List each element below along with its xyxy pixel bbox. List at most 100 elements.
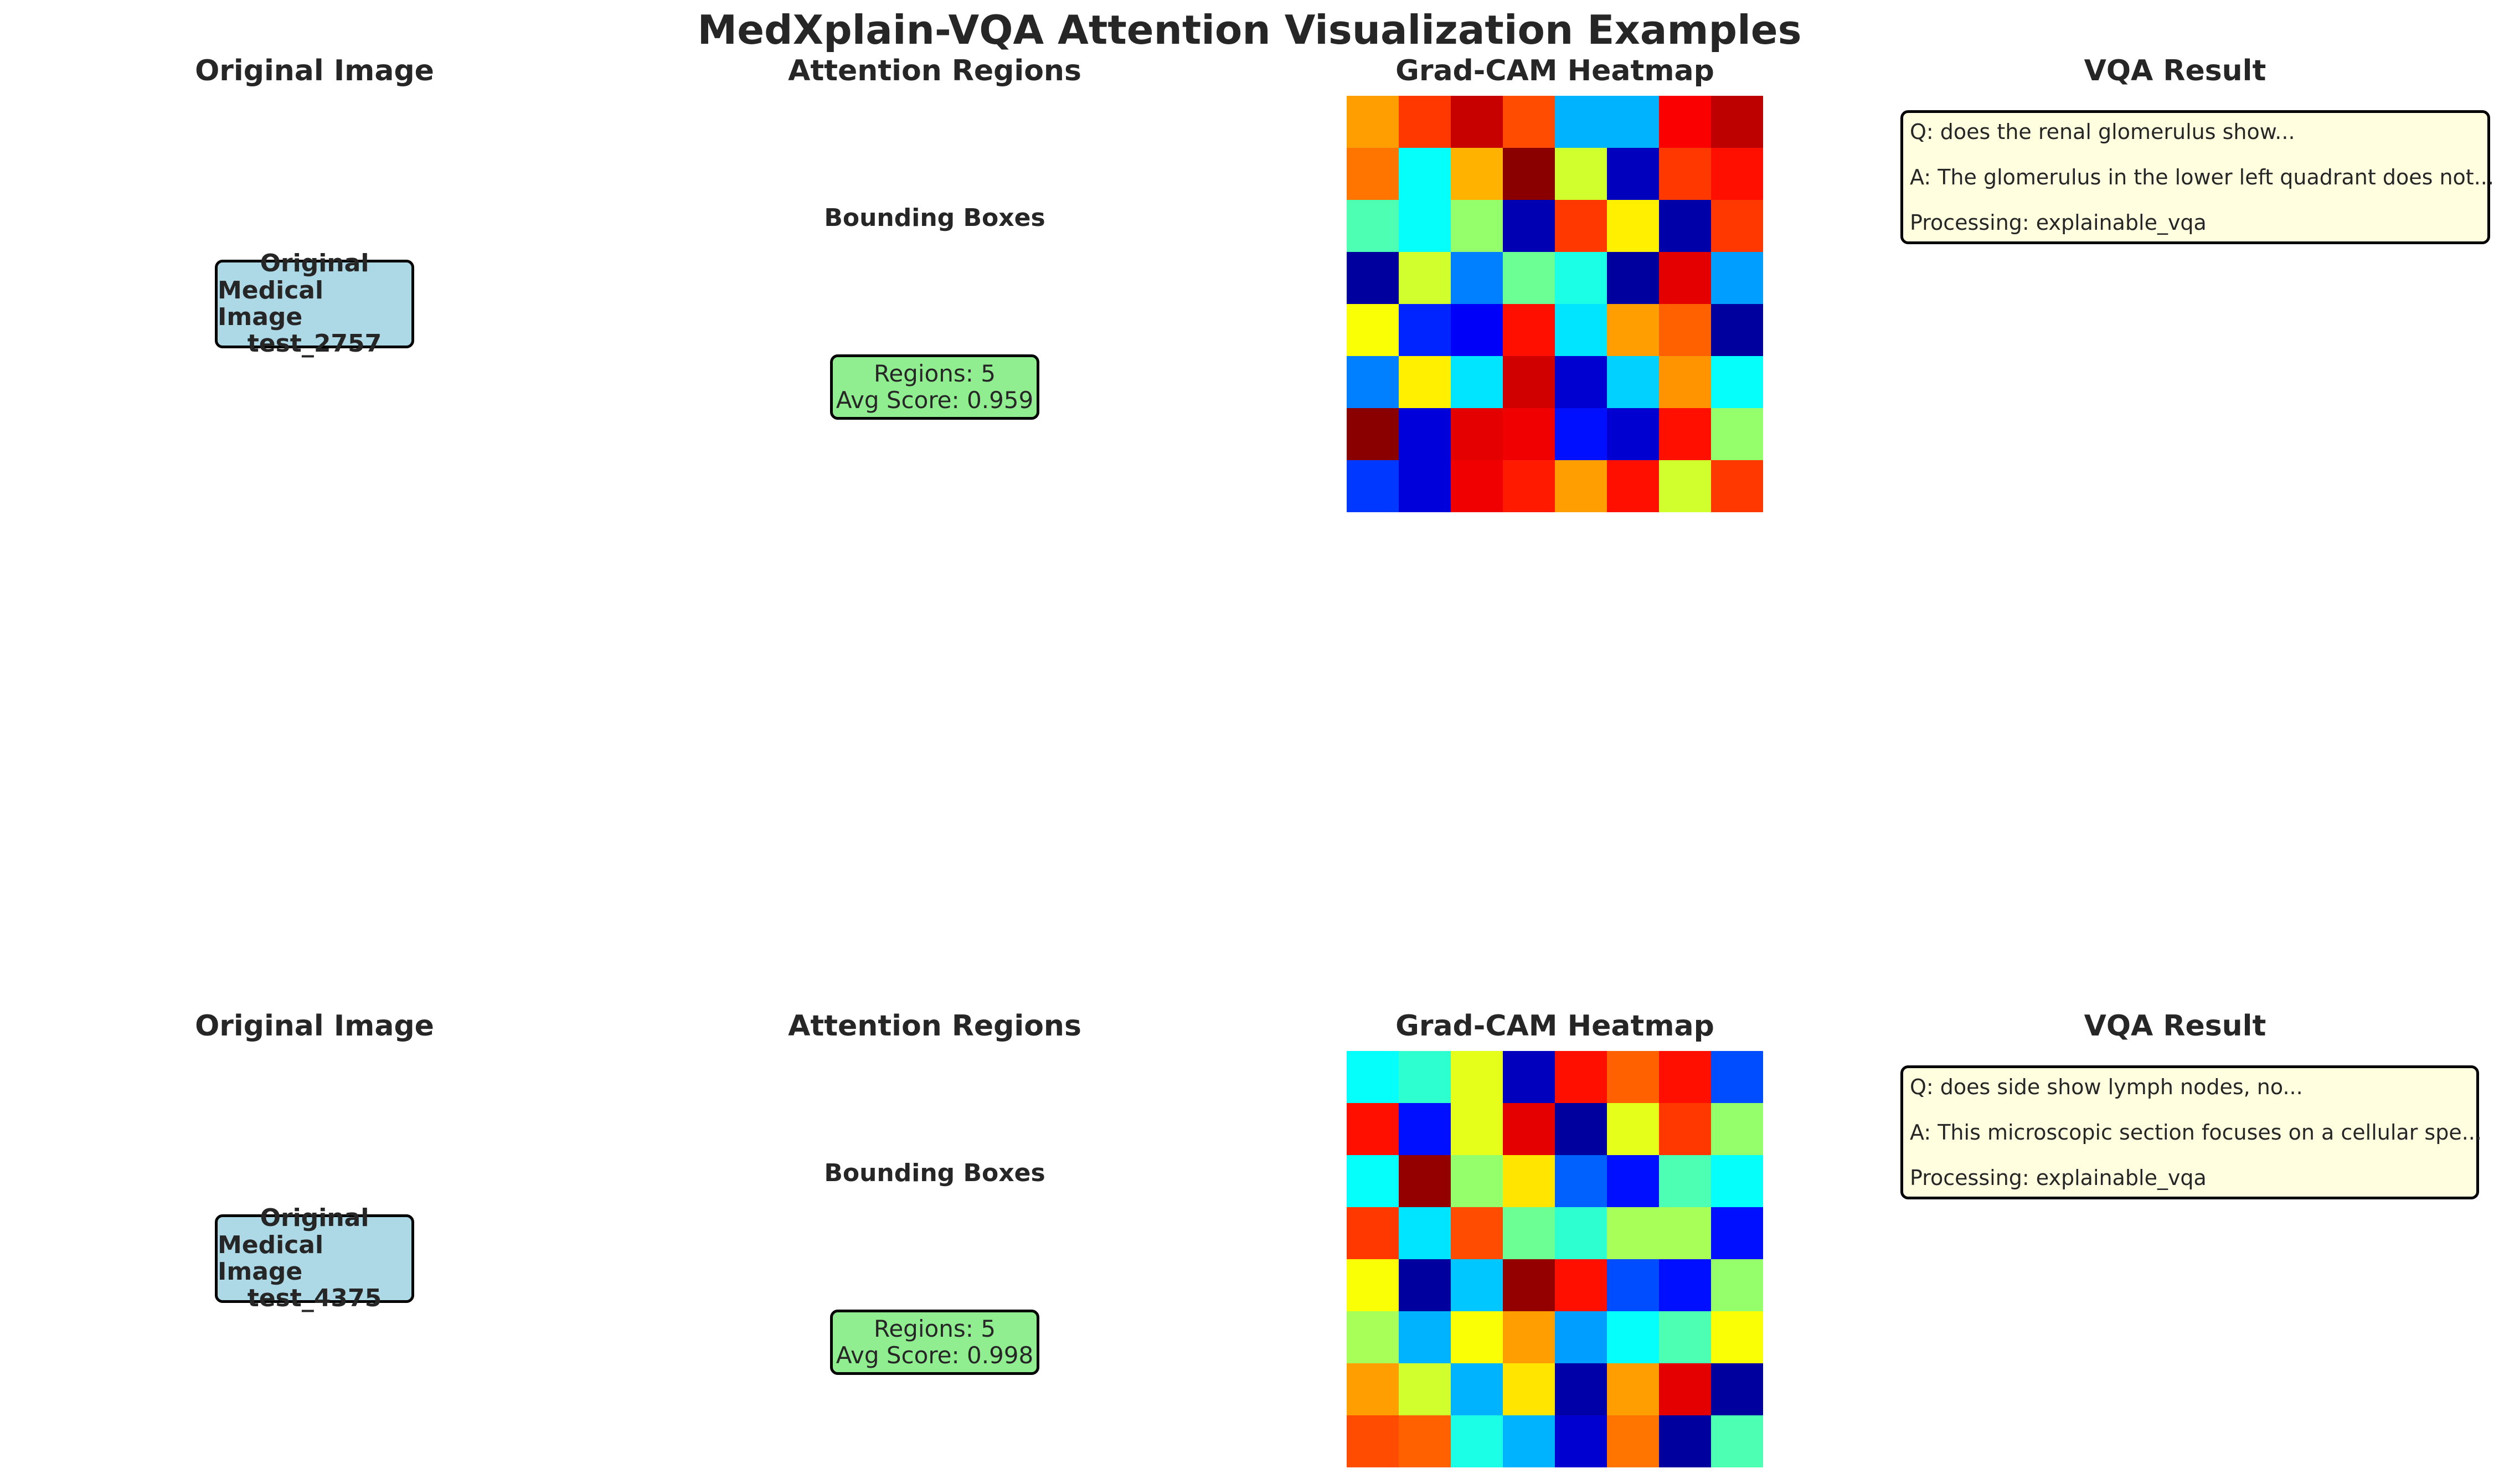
bounding-boxes-label: Bounding Boxes — [824, 1159, 1045, 1187]
vqa-processing: Processing: explainable_vqa — [1910, 210, 2207, 235]
heatmap-cell-r7-c7 — [1711, 1415, 1763, 1467]
original-image-title: Original Image — [195, 54, 434, 87]
regions-count: Regions: 5 — [874, 1315, 996, 1342]
heatmap-cell-r4-c4 — [1555, 1259, 1607, 1312]
heatmap-cell-r3-c0 — [1347, 252, 1399, 305]
heatmap-cell-r2-c6 — [1659, 1155, 1712, 1208]
heatmap-cell-r4-c7 — [1711, 1259, 1763, 1312]
heatmap-cell-r1-c1 — [1399, 1103, 1451, 1156]
vqa-answer: A: The glomerulus in the lower left quad… — [1910, 165, 2494, 189]
heatmap-cell-r2-c2 — [1451, 200, 1503, 253]
vqa-result-box: Q: does side show lymph nodes, no... A: … — [1900, 1065, 2482, 1199]
heatmap-cell-r3-c1 — [1399, 1207, 1451, 1260]
heatmap-cell-r5-c6 — [1659, 356, 1712, 409]
heatmap-cell-r0-c0 — [1347, 96, 1399, 148]
heatmap-cell-r4-c6 — [1659, 1259, 1712, 1312]
heatmap-cell-r1-c3 — [1503, 1103, 1555, 1156]
heatmap-cell-r0-c6 — [1659, 1051, 1712, 1104]
heatmap-cell-r1-c4 — [1555, 1103, 1607, 1156]
heatmap-cell-r7-c6 — [1659, 460, 1712, 512]
heatmap-cell-r0-c4 — [1555, 96, 1607, 148]
vqa-result-title: VQA Result — [2084, 1009, 2266, 1043]
heatmap-cell-r0-c3 — [1503, 1051, 1555, 1104]
heatmap-cell-r7-c0 — [1347, 1415, 1399, 1467]
heatmap-cell-r2-c4 — [1555, 1155, 1607, 1208]
vqa-result-box: Q: does the renal glomerulus show... A: … — [1900, 110, 2494, 244]
heatmap-cell-r6-c2 — [1451, 408, 1503, 461]
heatmap-cell-r4-c7 — [1711, 304, 1763, 357]
heatmap-cell-r3-c2 — [1451, 252, 1503, 305]
heatmap-cell-r4-c5 — [1607, 1259, 1660, 1312]
avg-score: Avg Score: 0.998 — [836, 1342, 1034, 1369]
heatmap-cell-r0-c2 — [1451, 1051, 1503, 1104]
original-line-2: Medical Image — [218, 276, 324, 331]
heatmap-cell-r1-c1 — [1399, 148, 1451, 200]
heatmap-cell-r1-c6 — [1659, 148, 1712, 200]
heatmap-cell-r3-c6 — [1659, 252, 1712, 305]
heatmap-cell-r6-c7 — [1711, 408, 1763, 461]
heatmap-cell-r7-c3 — [1503, 1415, 1555, 1467]
heatmap-cell-r7-c2 — [1451, 1415, 1503, 1467]
heatmap-cell-r3-c0 — [1347, 1207, 1399, 1260]
heatmap-cell-r4-c5 — [1607, 304, 1660, 357]
heatmap-cell-r5-c0 — [1347, 356, 1399, 409]
heatmap-cell-r6-c6 — [1659, 408, 1712, 461]
attention-regions-title: Attention Regions — [788, 54, 1081, 87]
heatmap-cell-r1-c2 — [1451, 1103, 1503, 1156]
heatmap-cell-r4-c0 — [1347, 304, 1399, 357]
heatmap-cell-r1-c7 — [1711, 148, 1763, 200]
heatmap-cell-r3-c5 — [1607, 1207, 1660, 1260]
original-line-3: test_4375 — [247, 1284, 382, 1313]
heatmap-cell-r0-c7 — [1711, 96, 1763, 148]
heatmap-cell-r4-c1 — [1399, 304, 1451, 357]
heatmap-cell-r5-c5 — [1607, 1311, 1660, 1364]
heatmap-cell-r6-c0 — [1347, 408, 1399, 461]
regions-summary-box: Regions: 5 Avg Score: 0.998 — [830, 1310, 1039, 1375]
heatmap-cell-r6-c4 — [1555, 1363, 1607, 1416]
heatmap-cell-r5-c3 — [1503, 1311, 1555, 1364]
heatmap-cell-r7-c6 — [1659, 1415, 1712, 1467]
heatmap-cell-r5-c5 — [1607, 356, 1660, 409]
heatmap-cell-r1-c5 — [1607, 148, 1660, 200]
heatmap-cell-r4-c6 — [1659, 304, 1712, 357]
heatmap-cell-r6-c3 — [1503, 1363, 1555, 1416]
heatmap-cell-r0-c1 — [1399, 96, 1451, 148]
original-image-box: Original Medical Image test_4375 — [215, 1204, 414, 1312]
heatmap-cell-r4-c2 — [1451, 304, 1503, 357]
heatmap-cell-r6-c2 — [1451, 1363, 1503, 1416]
heatmap-cell-r2-c5 — [1607, 1155, 1660, 1208]
heatmap-cell-r3-c2 — [1451, 1207, 1503, 1260]
heatmap-cell-r2-c5 — [1607, 200, 1660, 253]
gradcam-heatmap — [1347, 96, 1763, 512]
heatmap-cell-r5-c6 — [1659, 1311, 1712, 1364]
heatmap-cell-r3-c3 — [1503, 252, 1555, 305]
heatmap-cell-r7-c1 — [1399, 460, 1451, 512]
heatmap-cell-r5-c7 — [1711, 356, 1763, 409]
heatmap-cell-r3-c6 — [1659, 1207, 1712, 1260]
heatmap-cell-r1-c6 — [1659, 1103, 1712, 1156]
heatmap-cell-r0-c1 — [1399, 1051, 1451, 1104]
heatmap-cell-r2-c6 — [1659, 200, 1712, 253]
heatmap-cell-r0-c6 — [1659, 96, 1712, 148]
original-line-1: Original — [260, 1204, 369, 1233]
heatmap-cell-r2-c7 — [1711, 1155, 1763, 1208]
heatmap-cell-r1-c2 — [1451, 148, 1503, 200]
heatmap-cell-r2-c3 — [1503, 200, 1555, 253]
original-image-box: Original Medical Image test_2757 — [215, 250, 414, 357]
heatmap-cell-r6-c6 — [1659, 1363, 1712, 1416]
heatmap-cell-r3-c7 — [1711, 252, 1763, 305]
heatmap-cell-r4-c0 — [1347, 1259, 1399, 1312]
heatmap-title: Grad-CAM Heatmap — [1395, 1009, 1714, 1043]
vqa-result-title: VQA Result — [2084, 54, 2266, 87]
heatmap-cell-r3-c7 — [1711, 1207, 1763, 1260]
heatmap-cell-r5-c1 — [1399, 356, 1451, 409]
heatmap-cell-r7-c0 — [1347, 460, 1399, 512]
gradcam-heatmap — [1347, 1051, 1763, 1467]
vqa-processing: Processing: explainable_vqa — [1910, 1166, 2207, 1190]
heatmap-cell-r7-c4 — [1555, 1415, 1607, 1467]
heatmap-cell-r3-c4 — [1555, 1207, 1607, 1260]
heatmap-cell-r3-c3 — [1503, 1207, 1555, 1260]
heatmap-cell-r6-c1 — [1399, 1363, 1451, 1416]
heatmap-cell-r5-c0 — [1347, 1311, 1399, 1364]
heatmap-cell-r4-c4 — [1555, 304, 1607, 357]
